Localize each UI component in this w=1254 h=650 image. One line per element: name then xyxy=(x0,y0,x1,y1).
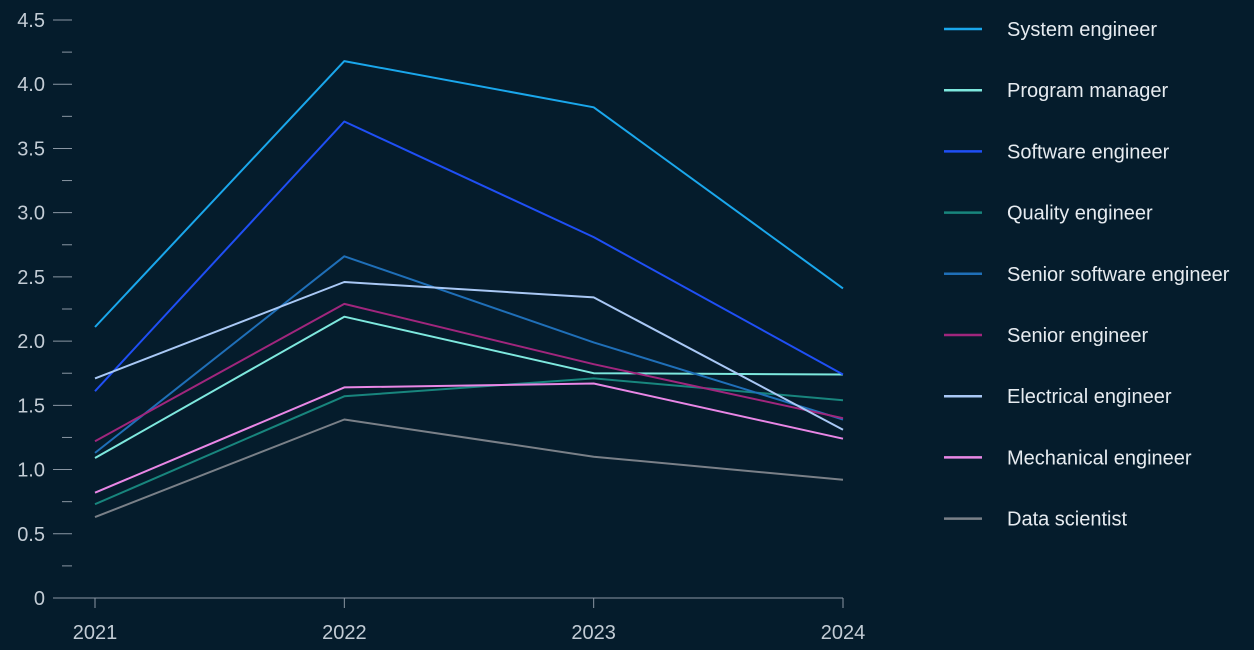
legend-label: Mechanical engineer xyxy=(1007,447,1192,469)
y-tick-label: 4.0 xyxy=(17,74,45,96)
legend-item: Senior software engineer xyxy=(944,264,1230,286)
y-tick-label: 2.5 xyxy=(17,267,45,289)
y-tick-label: 3.5 xyxy=(17,138,45,160)
y-tick-label: 4.5 xyxy=(17,10,45,32)
legend-item: System engineer xyxy=(944,19,1157,41)
y-axis: 0 0.5 1.0 1.5 2.0 2.5 3.0 3.5 4.0 4.5 xyxy=(17,10,72,610)
y-tick-label: 1.5 xyxy=(17,395,45,417)
legend-label: System engineer xyxy=(1007,19,1157,41)
series-line-data-scientist xyxy=(94,418,844,519)
series-line-senior-engineer xyxy=(94,302,844,443)
series-line-quality-engineer xyxy=(94,377,844,506)
legend-label: Senior engineer xyxy=(1007,325,1149,347)
x-tick-label: 2022 xyxy=(322,622,367,644)
y-tick-label: 3.0 xyxy=(17,203,45,225)
series-line-electrical-engineer xyxy=(94,281,844,431)
legend-item: Mechanical engineer xyxy=(944,447,1192,469)
y-tick-label: 1.0 xyxy=(17,460,45,482)
y-tick-label: 0 xyxy=(34,588,45,610)
legend-label: Electrical engineer xyxy=(1007,386,1172,408)
legend-item: Electrical engineer xyxy=(944,386,1172,408)
legend-label: Software engineer xyxy=(1007,141,1170,163)
x-tick-label: 2024 xyxy=(821,622,866,644)
x-axis: 2021 2022 2023 2024 xyxy=(53,597,866,644)
legend-label: Quality engineer xyxy=(1007,203,1153,225)
y-tick-label: 2.0 xyxy=(17,331,45,353)
legend-label: Data scientist xyxy=(1007,509,1127,531)
series-lines xyxy=(94,60,844,519)
series-line-senior-software-engineer xyxy=(94,255,844,454)
legend-item: Data scientist xyxy=(944,509,1127,531)
legend-label: Senior software engineer xyxy=(1007,264,1230,286)
legend-item: Quality engineer xyxy=(944,203,1153,225)
x-tick-label: 2021 xyxy=(73,622,118,644)
y-tick-label: 0.5 xyxy=(17,524,45,546)
series-line-mechanical-engineer xyxy=(94,382,844,494)
series-line-system-engineer xyxy=(94,60,844,328)
series-line-software-engineer xyxy=(94,120,844,392)
x-tick-label: 2023 xyxy=(571,622,616,644)
legend: System engineer Program manager Software e… xyxy=(944,19,1230,531)
series-line-program-manager xyxy=(94,315,844,459)
legend-item: Software engineer xyxy=(944,141,1170,163)
legend-item: Program manager xyxy=(944,80,1169,102)
legend-label: Program manager xyxy=(1007,80,1169,102)
legend-item: Senior engineer xyxy=(944,325,1149,347)
